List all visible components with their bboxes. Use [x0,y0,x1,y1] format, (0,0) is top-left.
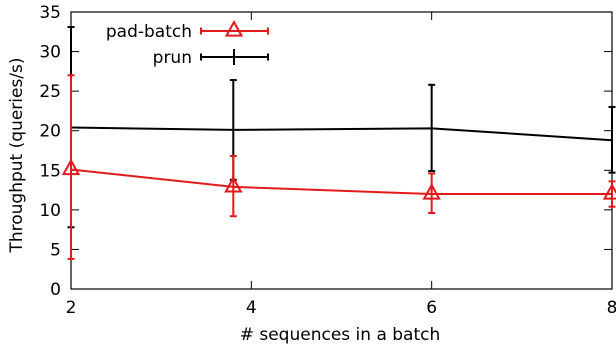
series-layer [61,26,616,260]
y-tick-label: 35 [39,3,61,23]
data-point [61,158,81,176]
y-tick-label: 5 [50,240,61,260]
x-tick-label: 6 [426,298,437,318]
y-tick-label: 0 [50,280,61,300]
x-tick-label: 4 [246,298,257,318]
x-tick-label: 8 [607,298,616,318]
series-line [70,126,613,142]
legend-label: prun [153,48,192,68]
y-tick-label: 10 [39,201,61,221]
data-point [224,175,243,193]
series-pad-batch [61,74,616,260]
x-axis-label: # sequences in a batch [240,325,441,345]
y-axis-label: Throughput (queries/s) [7,57,27,253]
legend-label: pad-batch [106,22,192,42]
data-point [602,183,616,200]
y-tick-label: 15 [39,161,61,181]
data-point [422,183,441,200]
legend-marker [224,20,244,37]
series-prun [67,26,616,229]
series-line [70,168,612,196]
y-tick-label: 20 [39,122,61,142]
y-tick-label: 25 [39,82,61,102]
legend: pad-batch prun [106,20,269,68]
axes: 0 5 10 15 20 25 30 35 2 4 6 8 [39,3,616,318]
y-tick-label: 30 [39,43,61,63]
x-tick-label: 2 [66,298,77,318]
